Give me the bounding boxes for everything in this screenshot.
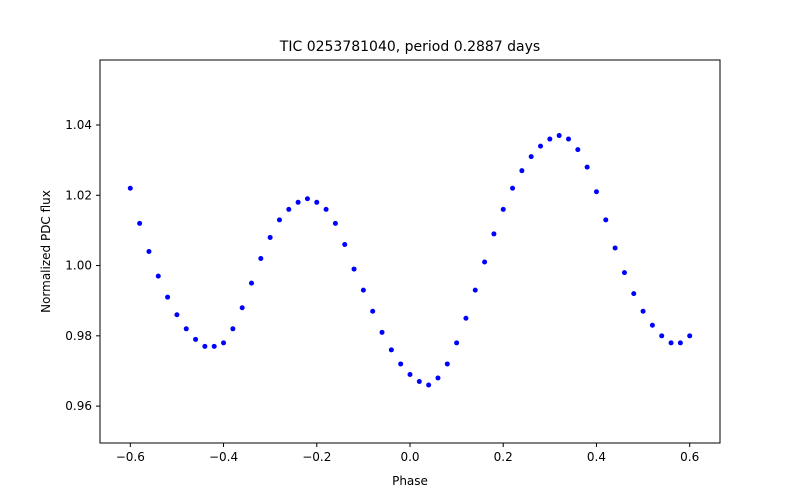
data-point (230, 326, 236, 332)
data-point (137, 220, 143, 226)
data-point (127, 185, 133, 191)
data-point (612, 245, 618, 251)
data-point (510, 185, 516, 191)
data-point (398, 361, 404, 367)
data-point (519, 168, 525, 174)
y-tick-label: 1.02 (65, 188, 92, 202)
data-point (593, 189, 599, 195)
data-point (407, 371, 413, 377)
data-point (379, 329, 385, 335)
data-point (295, 199, 301, 205)
data-point (286, 206, 292, 212)
data-point (640, 308, 646, 314)
data-point (556, 133, 562, 139)
data-point (547, 136, 553, 142)
data-point (416, 379, 422, 385)
data-point (239, 305, 245, 311)
data-point (677, 340, 683, 346)
data-point (174, 312, 180, 318)
x-tick-label: −0.4 (209, 450, 238, 464)
data-point (314, 199, 320, 205)
data-point (621, 270, 627, 276)
data-point (202, 343, 208, 349)
data-point (668, 340, 674, 346)
data-point (146, 249, 152, 254)
data-point (342, 241, 348, 247)
y-tick-label: 0.98 (65, 329, 92, 343)
data-point (687, 333, 693, 339)
x-tick-label: 0.6 (680, 450, 699, 464)
data-point (155, 273, 161, 279)
x-tick-label: 0.2 (494, 450, 513, 464)
data-point (500, 206, 506, 212)
y-tick-label: 0.96 (65, 399, 92, 413)
x-tick-label: −0.6 (116, 450, 145, 464)
y-tick-label: 1.04 (65, 118, 92, 132)
data-point (165, 294, 171, 300)
data-point (584, 164, 590, 170)
y-tick-label: 1.00 (65, 259, 92, 273)
data-point (388, 347, 394, 353)
data-point (631, 291, 637, 297)
data-point (649, 322, 655, 328)
data-points (127, 133, 693, 388)
y-axis-label: Normalized PDC flux (39, 190, 53, 313)
data-point (472, 287, 478, 293)
data-point (482, 259, 488, 265)
x-tick-label: −0.2 (302, 450, 331, 464)
x-tick-label: 0.0 (400, 450, 419, 464)
data-point (304, 196, 310, 202)
data-point (221, 340, 227, 346)
data-point (332, 220, 338, 226)
data-point (193, 336, 199, 342)
data-point (538, 143, 544, 149)
data-point (276, 217, 282, 223)
data-point (435, 375, 441, 381)
data-point (249, 280, 255, 286)
chart-title: TIC 0253781040, period 0.2887 days (279, 39, 540, 55)
data-point (454, 340, 460, 346)
x-axis-label: Phase (392, 474, 428, 488)
data-point (565, 136, 571, 142)
x-axis-ticks: −0.6 −0.4 −0.2 0.0 0.2 0.4 0.6 (116, 443, 699, 464)
data-point (463, 315, 469, 321)
data-point (323, 206, 329, 212)
data-point (528, 154, 534, 160)
data-point (659, 333, 665, 339)
x-tick-label: 0.4 (587, 450, 606, 464)
data-point (426, 382, 432, 388)
data-point (603, 217, 609, 223)
data-point (258, 256, 264, 262)
data-point (491, 231, 497, 237)
y-axis-ticks: 0.96 0.98 1.00 1.02 1.04 (65, 118, 100, 413)
data-point (360, 287, 366, 293)
data-point (183, 326, 189, 332)
data-point (575, 147, 581, 153)
data-point (267, 234, 273, 240)
data-point (370, 308, 376, 314)
data-point (444, 361, 450, 367)
data-point (351, 266, 357, 272)
data-point (211, 343, 217, 349)
